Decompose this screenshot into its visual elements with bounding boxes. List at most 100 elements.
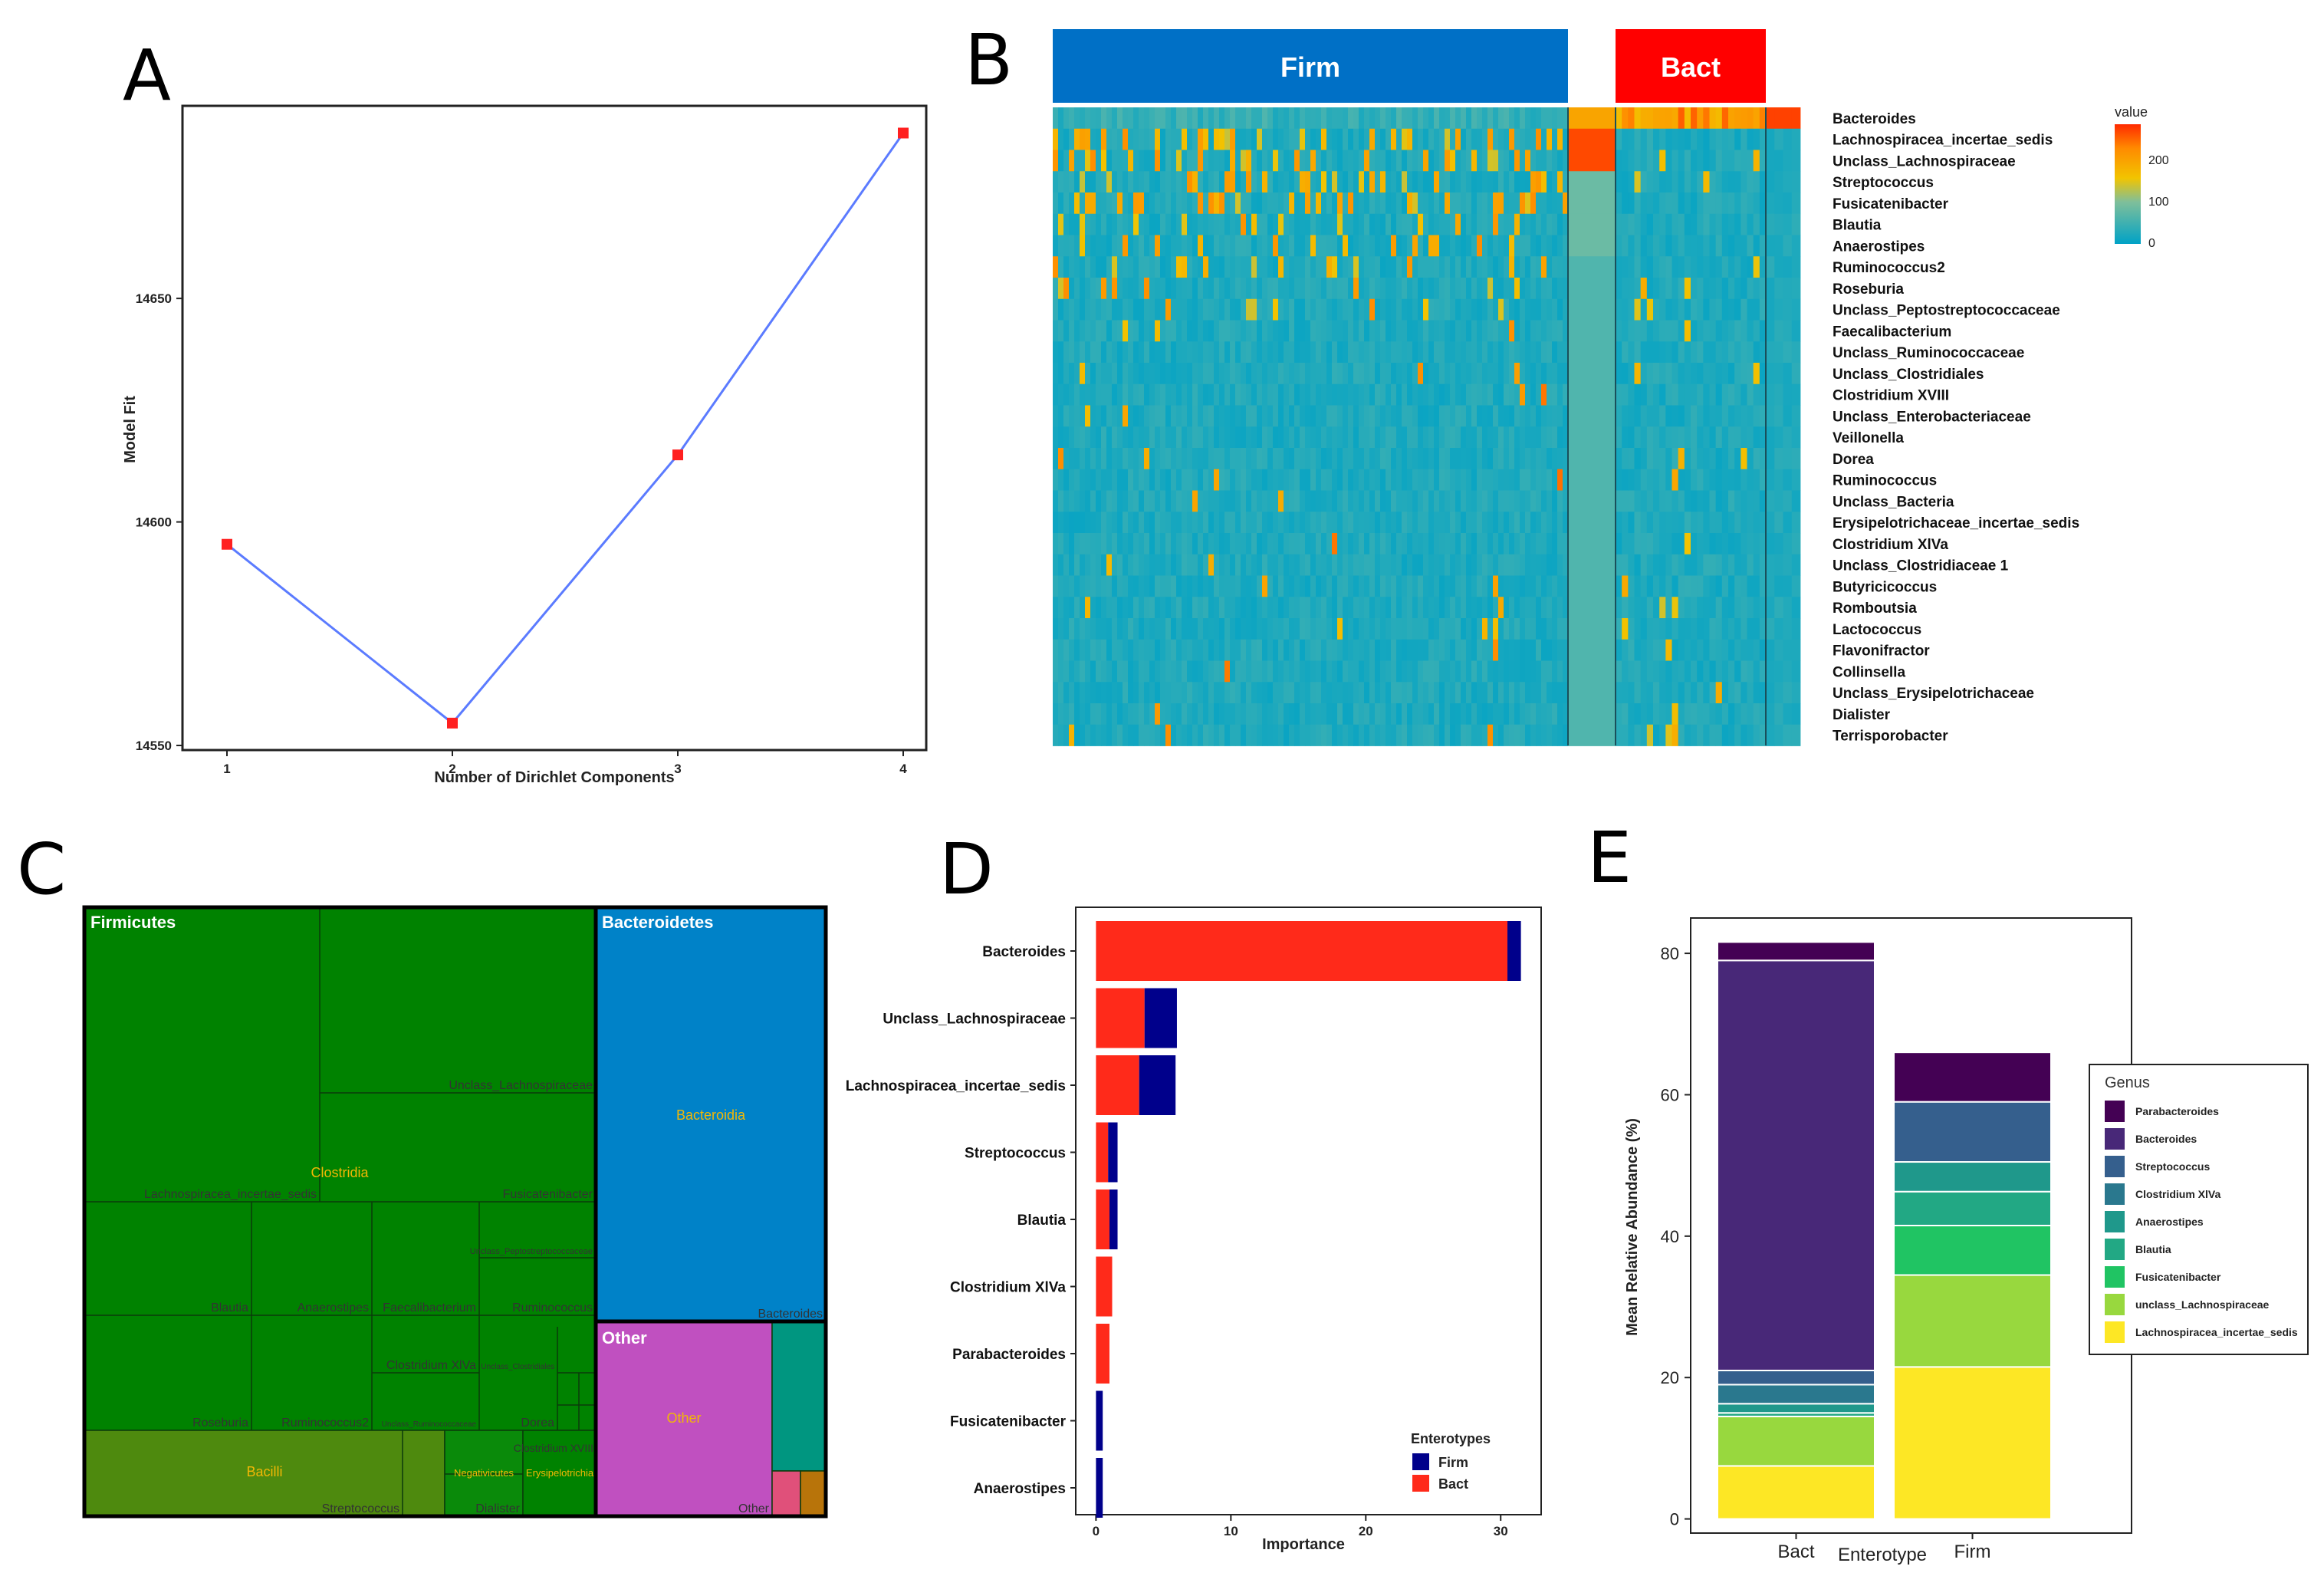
panel-b-heatmap-cell — [1759, 490, 1767, 512]
panel-b-heatmap-cell — [1616, 171, 1622, 193]
panel-b-heatmap-cell — [1224, 298, 1231, 321]
panel-b-heatmap-cell — [1278, 235, 1284, 257]
panel-b-heatmap-cell — [1747, 341, 1754, 364]
panel-b-heatmap-cell — [1461, 171, 1467, 193]
panel-b-heatmap-cell — [1321, 597, 1327, 619]
panel-d-xlabel: Importance — [1262, 1536, 1345, 1553]
panel-b-heatmap-cell — [1133, 448, 1139, 470]
panel-b-heatmap-cell — [1294, 512, 1300, 534]
panel-b-heatmap-cell — [1359, 405, 1365, 427]
panel-b-heatmap-cell — [1198, 150, 1204, 172]
panel-b-heatmap-cell — [1321, 107, 1327, 130]
panel-b-heatmap-cell — [1203, 107, 1209, 130]
panel-b-heatmap-cell — [1747, 703, 1754, 726]
panel-b-heatmap-cell — [1418, 660, 1424, 683]
panel-b-heatmap-cell — [1734, 171, 1741, 193]
panel-b-heatmap-cell — [1520, 150, 1526, 172]
panel-b-heatmap-cell — [1316, 426, 1322, 449]
panel-e-legend-swatch — [2105, 1128, 2125, 1150]
panel-b-heatmap-cell — [1090, 363, 1096, 385]
panel-b-heatmap-cell — [1375, 575, 1381, 597]
panel-b-heatmap-cell — [1128, 383, 1134, 406]
panel-b-heatmap-cell — [1541, 490, 1547, 512]
panel-b-heatmap-cell — [1568, 448, 1616, 470]
panel-b-heatmap-cell — [1117, 171, 1123, 193]
panel-b-heatmap-cell — [1774, 512, 1783, 534]
panel-b-heatmap-cell — [1133, 639, 1139, 661]
panel-b-heatmap-cell — [1493, 150, 1499, 172]
panel-b-heatmap-cell — [1273, 426, 1279, 449]
panel-b-heatmap-cell — [1753, 724, 1760, 746]
panel-b-heatmap-cell — [1640, 278, 1648, 300]
panel-b-heatmap-cell — [1235, 639, 1241, 661]
treemap-class-label: Bacteroidia — [676, 1107, 746, 1123]
panel-b-heatmap-cell — [1133, 618, 1139, 640]
panel-b-heatmap-cell — [1774, 320, 1783, 342]
panel-b-heatmap-cell — [1412, 213, 1418, 235]
panel-e-ytick-label: 80 — [1661, 944, 1679, 963]
panel-b-heatmap-cell — [1224, 490, 1231, 512]
panel-b-heatmap-cell — [1418, 639, 1424, 661]
panel-b-heatmap-cell — [1509, 256, 1515, 278]
panel-b-heatmap-cell — [1428, 213, 1435, 235]
panel-b-heatmap-cell — [1759, 107, 1767, 130]
panel-b-heatmap-cell — [1375, 383, 1381, 406]
panel-b-heatmap-cell — [1192, 426, 1198, 449]
panel-b-heatmap-cell — [1316, 490, 1322, 512]
panel-b-heatmap-cell — [1058, 512, 1064, 534]
panel-b-heatmap-cell — [1653, 278, 1660, 300]
panel-b-heatmap-cell — [1058, 703, 1064, 726]
panel-b-heatmap-cell — [1728, 597, 1735, 619]
panel-b-heatmap-cell — [1396, 150, 1402, 172]
panel-b-heatmap-cell — [1106, 724, 1113, 746]
panel-b-heatmap-cell — [1369, 278, 1376, 300]
panel-b-heatmap-cell — [1402, 554, 1408, 576]
panel-b-heatmap-cell — [1759, 597, 1767, 619]
panel-b-heatmap-cell — [1753, 278, 1760, 300]
panel-b-heatmap-cell — [1471, 639, 1478, 661]
panel-b-heatmap-cell — [1753, 660, 1760, 683]
panel-b-heatmap-cell — [1791, 469, 1801, 491]
panel-b-heatmap-cell — [1155, 533, 1161, 555]
panel-b-heatmap-cell — [1219, 639, 1225, 661]
panel-b-heatmap-cell — [1504, 618, 1510, 640]
panel-b-heatmap-cell — [1552, 660, 1558, 683]
panel-b-heatmap-cell — [1369, 256, 1376, 278]
panel-b-heatmap-cell — [1628, 597, 1635, 619]
panel-b-heatmap-cell — [1155, 192, 1161, 215]
panel-b-heatmap-cell — [1445, 682, 1451, 704]
panel-b-heatmap-cell — [1753, 703, 1760, 726]
panel-b-heatmap-cell — [1155, 235, 1161, 257]
panel-b-heatmap-cell — [1547, 128, 1553, 150]
panel-b-heatmap-cell — [1734, 448, 1741, 470]
panel-b-heatmap-cell — [1747, 512, 1754, 534]
panel-b-heatmap-cell — [1741, 192, 1747, 215]
panel-b-heatmap-cell — [1747, 405, 1754, 427]
panel-b-heatmap-cell — [1294, 724, 1300, 746]
panel-b-heatmap-cell — [1353, 278, 1359, 300]
panel-b-heatmap-cell — [1439, 363, 1445, 385]
panel-b-heatmap-cell — [1434, 703, 1440, 726]
panel-b-heatmap-cell — [1407, 405, 1413, 427]
panel-b-heatmap-cell — [1128, 171, 1134, 193]
panel-b-heatmap-cell — [1520, 107, 1526, 130]
panel-b-heatmap-cell — [1728, 426, 1735, 449]
panel-c-treemap: Firmicutes Bacteroidetes Other Clostridi… — [82, 905, 828, 1519]
panel-b-heatmap-cell — [1672, 703, 1679, 726]
panel-b-heatmap-cell — [1747, 171, 1754, 193]
panel-b-heatmap-cell — [1672, 448, 1679, 470]
panel-b-heatmap-cell — [1721, 363, 1729, 385]
panel-b-heatmap-cell — [1267, 618, 1274, 640]
panel-b-heatmap-cell — [1536, 660, 1542, 683]
panel-b-heatmap-cell — [1530, 597, 1537, 619]
panel-b-heatmap-cell — [1219, 278, 1225, 300]
panel-b-heatmap-cell — [1536, 618, 1542, 640]
panel-b-heatmap-cell — [1715, 405, 1723, 427]
panel-b-heatmap-cell — [1171, 533, 1177, 555]
panel-b-heatmap-cell — [1504, 575, 1510, 597]
panel-b-heatmap-cell — [1622, 405, 1629, 427]
panel-b-heatmap-cell — [1316, 512, 1322, 534]
panel-b-heatmap-cell — [1678, 682, 1685, 704]
panel-b-heatmap-cell — [1241, 724, 1247, 746]
panel-b-heatmap-cell — [1509, 150, 1515, 172]
